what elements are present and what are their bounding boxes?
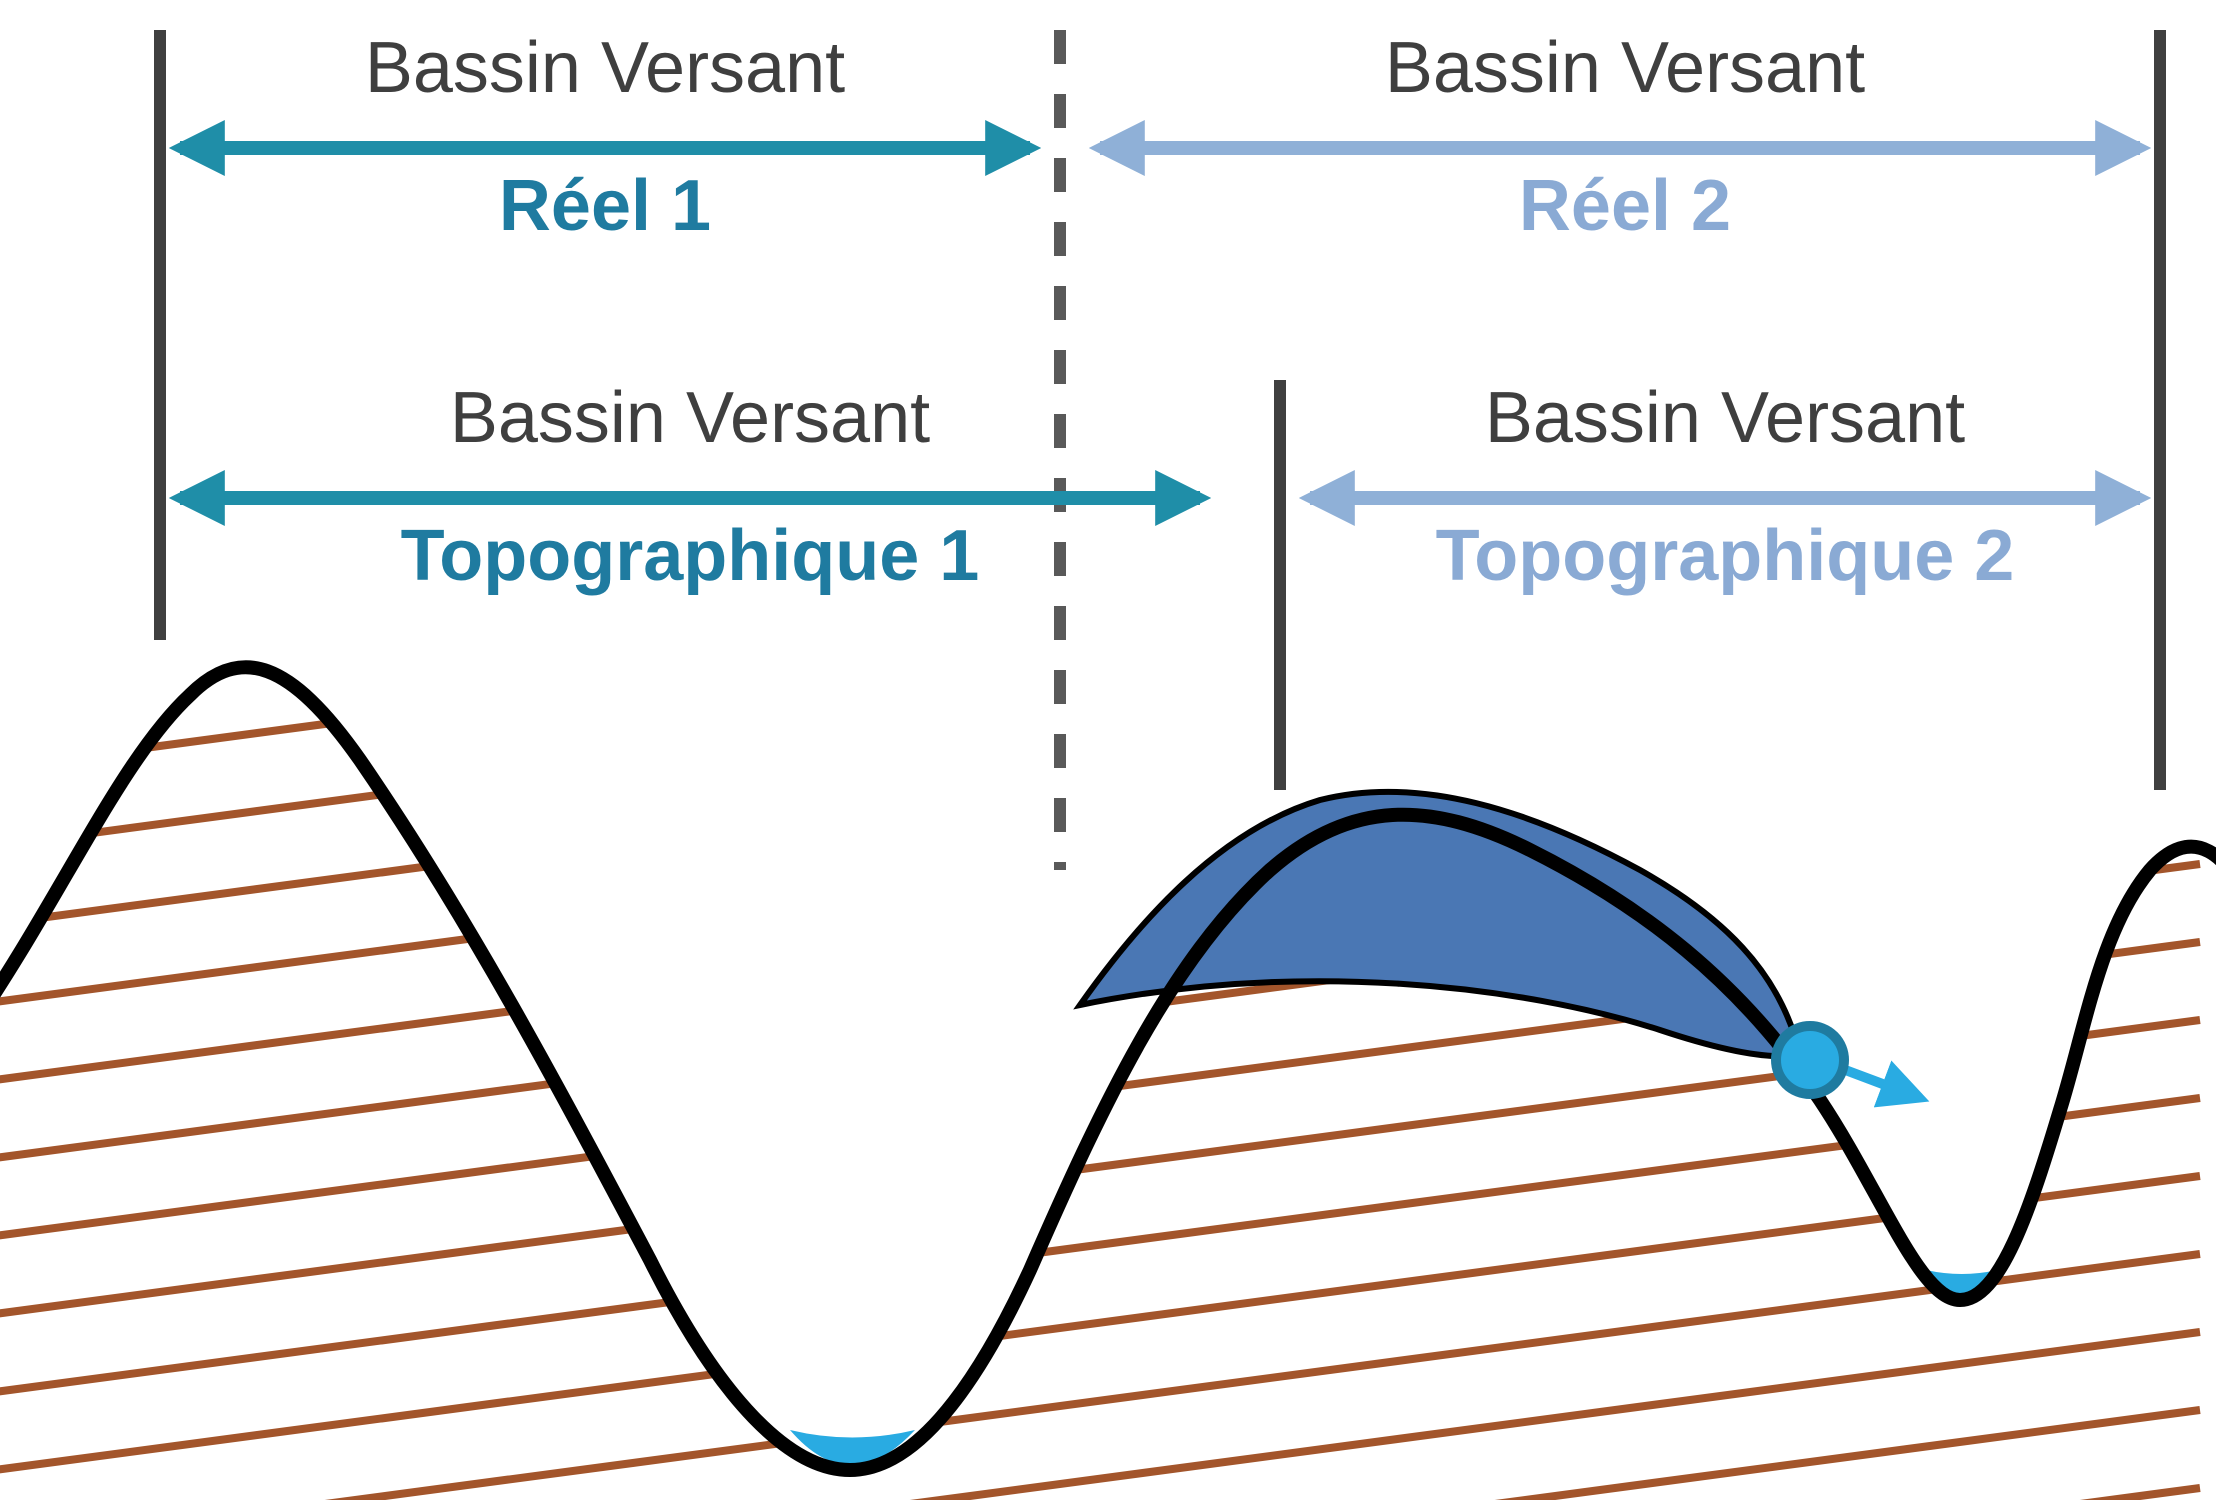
spring-outlet: [1776, 1026, 1920, 1098]
spring-dot-icon: [1776, 1026, 1844, 1094]
label-bv-topo2-top: Bassin Versant: [1485, 378, 1965, 458]
label-bv-reel1-top: Bassin Versant: [365, 28, 845, 108]
label-reel2: Réel 2: [1519, 166, 1731, 246]
diagram-canvas: Bassin Versant Réel 1 Bassin Versant Rée…: [0, 0, 2216, 1500]
spring-flow-arrow: [1840, 1068, 1920, 1098]
label-topo2: Topographique 2: [1436, 516, 2015, 596]
label-reel1: Réel 1: [499, 166, 711, 246]
label-bv-topo1-top: Bassin Versant: [450, 378, 930, 458]
labels: Bassin Versant Réel 1 Bassin Versant Rée…: [365, 28, 2014, 596]
label-bv-reel2-top: Bassin Versant: [1385, 28, 1865, 108]
impermeable-cap: [1080, 792, 1800, 1056]
label-topo1: Topographique 1: [401, 516, 980, 596]
